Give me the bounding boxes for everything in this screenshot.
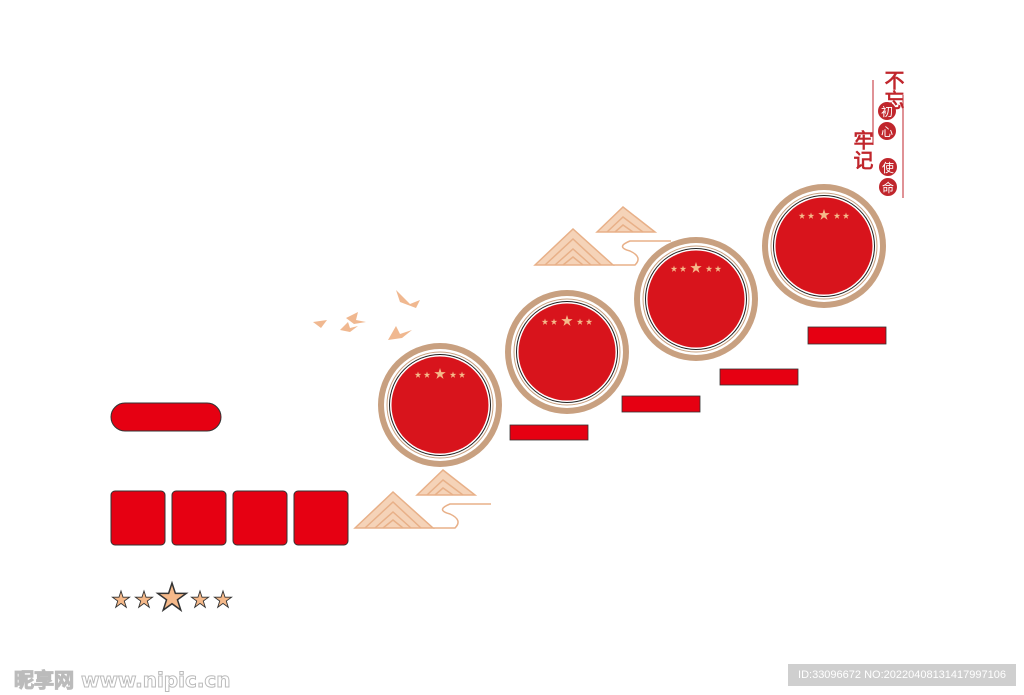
medal-frame-3 (634, 237, 758, 361)
image-id: ID:33096672 NO:20220408131417997106 (788, 664, 1016, 686)
watermark-logo: 昵享网 www.nipic.cn (14, 668, 232, 693)
mountain-cloud-icon (354, 469, 492, 529)
mountain-cloud-icon (534, 206, 672, 266)
slogan: 不忘 初 心 牢记 使 命 (850, 70, 905, 198)
birds-icon (313, 290, 420, 340)
medal-frame-4 (762, 184, 886, 308)
square-blocks (110, 490, 349, 546)
svg-text:命: 命 (882, 180, 894, 195)
slogan-big-2: 牢记 (850, 129, 874, 170)
label-bars (509, 326, 887, 441)
svg-text:使: 使 (882, 160, 894, 175)
star-row-icon (112, 583, 231, 610)
svg-text:心: 心 (881, 125, 893, 139)
medal-frame-2 (505, 290, 629, 414)
title-pill (110, 402, 222, 432)
svg-text:初: 初 (881, 105, 893, 119)
medal-frame-1 (378, 343, 502, 467)
